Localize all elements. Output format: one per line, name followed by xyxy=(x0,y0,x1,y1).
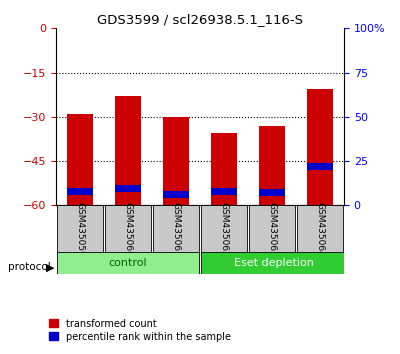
Bar xyxy=(259,126,285,205)
Text: GSM435061: GSM435061 xyxy=(172,202,180,257)
FancyBboxPatch shape xyxy=(106,205,150,253)
Bar xyxy=(307,89,333,205)
Text: control: control xyxy=(109,258,147,268)
Text: GSM435060: GSM435060 xyxy=(124,202,132,257)
Legend: transformed count, percentile rank within the sample: transformed count, percentile rank withi… xyxy=(45,315,235,346)
FancyBboxPatch shape xyxy=(202,252,346,274)
Title: GDS3599 / scl26938.5.1_116-S: GDS3599 / scl26938.5.1_116-S xyxy=(97,13,303,26)
Text: GSM435064: GSM435064 xyxy=(316,202,324,257)
Bar xyxy=(259,189,285,196)
Text: protocol: protocol xyxy=(8,262,51,272)
Text: ▶: ▶ xyxy=(46,262,54,272)
FancyBboxPatch shape xyxy=(250,205,294,253)
FancyBboxPatch shape xyxy=(154,205,198,253)
Bar xyxy=(307,162,333,170)
Text: Eset depletion: Eset depletion xyxy=(234,258,313,268)
Bar xyxy=(67,114,93,205)
Text: GSM435059: GSM435059 xyxy=(76,202,84,257)
Bar xyxy=(67,188,93,195)
FancyBboxPatch shape xyxy=(58,205,102,253)
Text: GSM435062: GSM435062 xyxy=(220,202,228,257)
FancyBboxPatch shape xyxy=(58,252,198,274)
Text: GSM435063: GSM435063 xyxy=(268,202,276,257)
Bar xyxy=(163,117,189,205)
Bar xyxy=(211,133,237,205)
Bar xyxy=(163,190,189,198)
FancyBboxPatch shape xyxy=(298,205,342,253)
Bar xyxy=(115,185,141,192)
Bar xyxy=(115,96,141,205)
Bar xyxy=(211,188,237,195)
FancyBboxPatch shape xyxy=(202,205,246,253)
